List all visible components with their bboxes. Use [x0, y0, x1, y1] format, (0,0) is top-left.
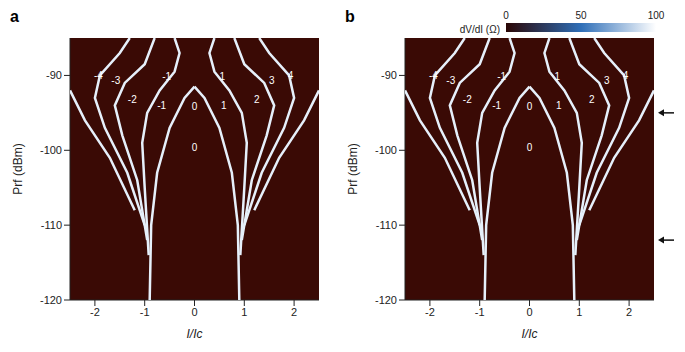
svg-text:1: 1	[241, 306, 247, 318]
svg-text:-3: -3	[111, 75, 120, 86]
svg-text:1: 1	[556, 100, 562, 111]
svg-text:-90: -90	[46, 69, 62, 81]
svg-text:-1: -1	[162, 71, 171, 82]
svg-text:0: 0	[527, 101, 533, 112]
svg-text:-4: -4	[429, 70, 438, 81]
html-text:b: b	[345, 8, 355, 25]
svg-text:2: 2	[626, 306, 632, 318]
svg-text:-100: -100	[375, 144, 397, 156]
svg-text:1: 1	[576, 306, 582, 318]
svg-text:-2: -2	[128, 94, 137, 105]
svg-text:3: 3	[269, 75, 275, 86]
svg-text:-2: -2	[425, 306, 435, 318]
svg-text:-3: -3	[446, 75, 455, 86]
html-text:dV/dI (Ω): dV/dI (Ω)	[459, 24, 500, 35]
svg-text:3: 3	[604, 75, 610, 86]
svg-text:0: 0	[191, 306, 197, 318]
svg-text:1: 1	[220, 71, 226, 82]
svg-text:I/Ic: I/Ic	[186, 327, 202, 341]
svg-text:Prf (dBm): Prf (dBm)	[11, 143, 25, 194]
svg-text:-1: -1	[475, 306, 485, 318]
svg-text:-1: -1	[497, 71, 506, 82]
svg-text:0: 0	[192, 142, 198, 153]
svg-text:4: 4	[288, 70, 294, 81]
svg-text:-120: -120	[375, 294, 397, 306]
svg-text:4: 4	[623, 70, 629, 81]
svg-text:0: 0	[192, 101, 198, 112]
svg-text:-1: -1	[157, 100, 166, 111]
svg-text:-90: -90	[381, 69, 397, 81]
svg-text:-4: -4	[94, 70, 103, 81]
html-text:0: 0	[503, 10, 509, 21]
svg-text:2: 2	[589, 94, 595, 105]
svg-text:-120: -120	[40, 294, 62, 306]
html-text:50: 50	[575, 10, 587, 21]
svg-text:-100: -100	[40, 144, 62, 156]
svg-text:-110: -110	[41, 219, 62, 231]
svg-text:2: 2	[291, 306, 297, 318]
html-text:a: a	[10, 8, 19, 25]
svg-text:-1: -1	[492, 100, 501, 111]
svg-text:0: 0	[527, 142, 533, 153]
svg-text:Prf (dBm): Prf (dBm)	[346, 143, 360, 194]
svg-text:0: 0	[526, 306, 532, 318]
svg-text:2: 2	[254, 94, 260, 105]
svg-text:1: 1	[555, 71, 561, 82]
svg-text:1: 1	[221, 100, 227, 111]
svg-text:-110: -110	[376, 219, 397, 231]
svg-text:-1: -1	[140, 306, 150, 318]
html-text:100: 100	[647, 10, 665, 21]
svg-text:-2: -2	[463, 94, 472, 105]
svg-text:-2: -2	[90, 306, 100, 318]
svg-text:I/Ic: I/Ic	[521, 327, 537, 341]
